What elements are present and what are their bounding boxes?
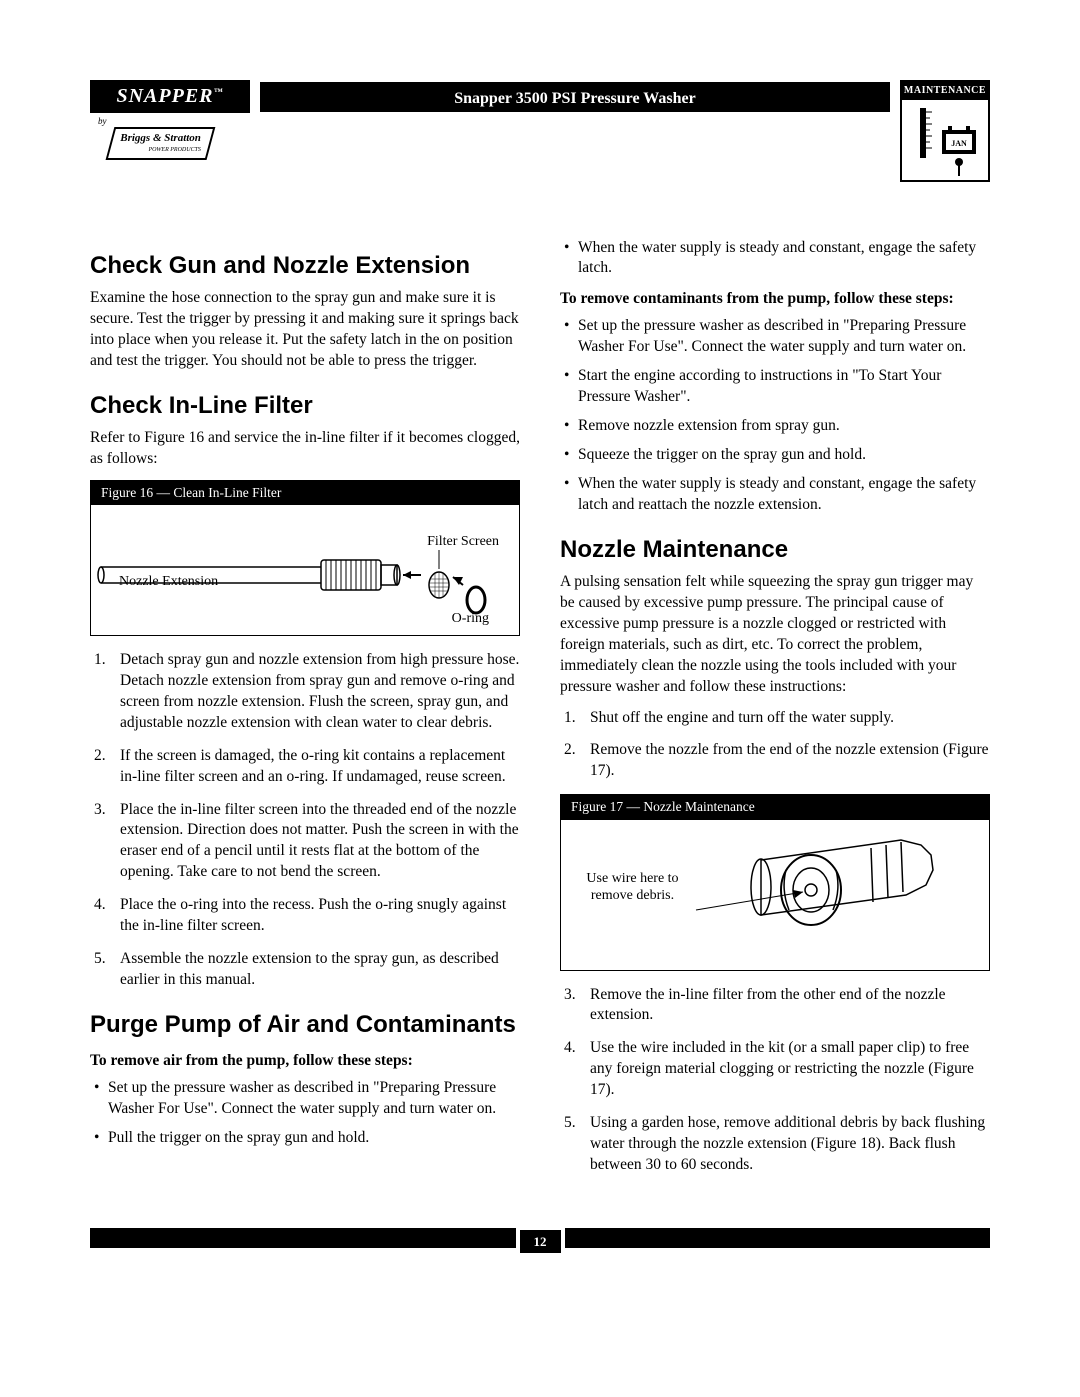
briggs-logo: Briggs & Stratton POWER PRODUCTS <box>106 127 215 160</box>
list-item: Use the wire included in the kit (or a s… <box>560 1038 990 1101</box>
list-item: Remove the in-line filter from the other… <box>560 985 990 1027</box>
maintenance-badge: MAINTENANCE JAN <box>900 80 990 182</box>
list-item: When the water supply is steady and cons… <box>560 238 990 280</box>
left-column: Check Gun and Nozzle Extension Examine t… <box>90 232 520 1188</box>
badge-icon: JAN <box>902 100 988 180</box>
para-nozzle: A pulsing sensation felt while squeezing… <box>560 572 990 698</box>
content-columns: Check Gun and Nozzle Extension Examine t… <box>90 232 990 1188</box>
footer-bar: 12 <box>90 1228 990 1248</box>
snapper-logo: SNAPPER™ <box>90 80 250 113</box>
fig16-label-filter-screen: Filter Screen <box>427 533 499 552</box>
nozzle-steps-b: Remove the in-line filter from the other… <box>560 985 990 1176</box>
list-item: Shut off the engine and turn off the wat… <box>560 708 990 729</box>
brand-text: SNAPPER <box>116 85 213 107</box>
filter-steps: Detach spray gun and nozzle extension fr… <box>90 650 520 991</box>
page-number: 12 <box>516 1226 565 1254</box>
list-item: Detach spray gun and nozzle extension fr… <box>90 650 520 734</box>
by-text: by <box>98 115 250 127</box>
page-header: SNAPPER™ by Briggs & Stratton POWER PROD… <box>90 80 990 182</box>
right-column: When the water supply is steady and cons… <box>560 232 990 1188</box>
heading-purge: Purge Pump of Air and Contaminants <box>90 1009 520 1041</box>
figure-17: Figure 17 — Nozzle Maintenance <box>560 794 990 970</box>
purge-contam-lead: To remove contaminants from the pump, fo… <box>560 289 990 310</box>
nozzle-steps-a: Shut off the engine and turn off the wat… <box>560 708 990 783</box>
list-item: Using a garden hose, remove additional d… <box>560 1113 990 1176</box>
brand-logo-block: SNAPPER™ by Briggs & Stratton POWER PROD… <box>90 80 250 160</box>
figure-17-caption: Figure 17 — Nozzle Maintenance <box>561 795 989 819</box>
list-item: If the screen is damaged, the o-ring kit… <box>90 746 520 788</box>
heading-nozzle: Nozzle Maintenance <box>560 534 990 566</box>
fig16-label-nozzle-ext: Nozzle Extension <box>119 573 218 592</box>
purge-contam-bullets: Set up the pressure washer as described … <box>560 316 990 515</box>
figure-16: Figure 16 — Clean In-Line Filter <box>90 480 520 636</box>
list-item: Squeeze the trigger on the spray gun and… <box>560 445 990 466</box>
title-bar: Snapper 3500 PSI Pressure Washer <box>260 82 890 112</box>
purge-air-bullets: Set up the pressure washer as described … <box>90 1078 520 1149</box>
subbrand-tag: POWER PRODUCTS <box>120 146 201 154</box>
fig17-label-wire: Use wire here to remove debris. <box>575 870 690 905</box>
para-check-filter: Refer to Figure 16 and service the in-li… <box>90 428 520 470</box>
list-item: When the water supply is steady and cons… <box>560 474 990 516</box>
badge-title: MAINTENANCE <box>902 82 988 100</box>
figure-16-body: Filter Screen Nozzle Extension O-ring <box>91 505 519 635</box>
list-item: Place the in-line filter screen into the… <box>90 800 520 884</box>
heading-check-gun: Check Gun and Nozzle Extension <box>90 250 520 282</box>
list-item: Remove nozzle extension from spray gun. <box>560 416 990 437</box>
purge-air-bullets-cont: When the water supply is steady and cons… <box>560 238 990 280</box>
para-check-gun: Examine the hose connection to the spray… <box>90 288 520 372</box>
heading-check-filter: Check In-Line Filter <box>90 390 520 422</box>
list-item: Place the o-ring into the recess. Push t… <box>90 895 520 937</box>
list-item: Remove the nozzle from the end of the no… <box>560 740 990 782</box>
list-item: Set up the pressure washer as described … <box>90 1078 520 1120</box>
fig16-label-oring: O-ring <box>452 610 489 629</box>
list-item: Start the engine according to instructio… <box>560 366 990 408</box>
list-item: Set up the pressure washer as described … <box>560 316 990 358</box>
list-item: Assemble the nozzle extension to the spr… <box>90 949 520 991</box>
figure-17-body: Use wire here to remove debris. <box>561 820 989 970</box>
svg-text:JAN: JAN <box>951 139 967 148</box>
figure-16-caption: Figure 16 — Clean In-Line Filter <box>91 481 519 505</box>
purge-air-lead: To remove air from the pump, follow thes… <box>90 1051 520 1072</box>
list-item: Pull the trigger on the spray gun and ho… <box>90 1128 520 1149</box>
subbrand-text: Briggs & Stratton <box>120 132 201 144</box>
